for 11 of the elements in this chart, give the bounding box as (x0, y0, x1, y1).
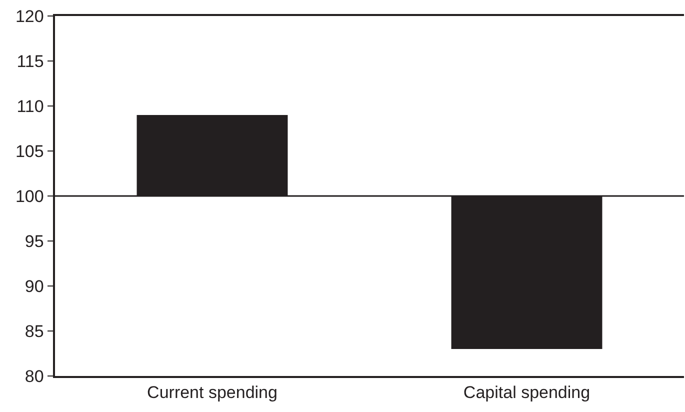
y-tick-label: 80 (24, 366, 44, 386)
y-tick-label: 105 (15, 142, 44, 161)
x-tick-label: Current spending (147, 383, 278, 402)
y-tick-label: 115 (16, 52, 44, 71)
y-tick-label: 110 (16, 96, 44, 116)
y-tick-label: 90 (24, 276, 44, 296)
x-tick-label: Capital spending (463, 383, 590, 402)
y-tick-label: 95 (24, 232, 44, 251)
y-tick-label: 85 (24, 322, 44, 341)
y-tick-label: 100 (15, 186, 44, 206)
y-tick-label: 120 (15, 6, 44, 26)
